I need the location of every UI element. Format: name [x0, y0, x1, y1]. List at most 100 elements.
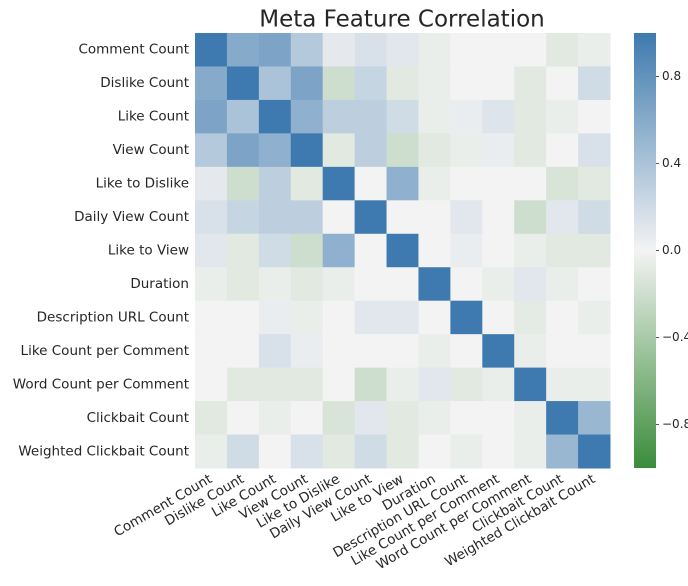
heatmap-cell	[354, 267, 388, 302]
chart-title: Meta Feature Correlation	[259, 7, 544, 33]
y-tick-label: Like to Dislike	[96, 176, 189, 192]
heatmap-cell	[258, 66, 292, 101]
heatmap-cell	[354, 33, 388, 67]
heatmap-cell	[450, 434, 483, 469]
heatmap-cell	[418, 434, 451, 469]
heatmap-cell	[386, 401, 419, 436]
heatmap-cell	[258, 200, 292, 235]
y-tick-label: Description URL Count	[37, 309, 189, 325]
heatmap-cell	[546, 401, 579, 436]
y-tick-label: Comment Count	[78, 42, 189, 58]
heatmap-cell	[546, 267, 579, 302]
heatmap-cell	[450, 99, 483, 134]
heatmap-cell	[386, 367, 419, 402]
heatmap-cell	[418, 300, 451, 335]
heatmap-cell	[578, 334, 611, 369]
heatmap-cell	[226, 401, 260, 436]
heatmap-cell	[195, 267, 228, 302]
heatmap-cell	[258, 233, 292, 268]
heatmap-cell	[195, 334, 228, 369]
heatmap-cell	[290, 200, 324, 235]
heatmap-cell	[514, 33, 547, 67]
heatmap-cell	[450, 367, 483, 402]
heatmap-cell	[258, 300, 292, 335]
colorbar-tick-label: 0.0	[662, 243, 681, 257]
heatmap-cell	[578, 99, 611, 134]
heatmap-cell	[386, 200, 419, 235]
heatmap-cell	[450, 33, 483, 67]
heatmap-cell	[450, 200, 483, 235]
heatmap-cell	[386, 166, 419, 201]
heatmap-cell	[322, 367, 356, 402]
heatmap-cell	[546, 99, 579, 134]
heatmap-cell	[195, 66, 228, 101]
heatmap-cell	[514, 434, 547, 469]
heatmap-cell	[226, 267, 260, 302]
heatmap-cell	[418, 233, 451, 268]
heatmap-cell	[514, 66, 547, 101]
heatmap-cell	[258, 166, 292, 201]
heatmap-cell	[195, 200, 228, 235]
heatmap-cell	[226, 166, 260, 201]
heatmap-cell	[418, 99, 451, 134]
heatmap-cell	[578, 166, 611, 201]
y-tick-label: Like Count	[118, 109, 189, 125]
y-tick-label: View Count	[113, 142, 189, 158]
heatmap-cell	[450, 401, 483, 436]
heatmap-cell	[386, 66, 419, 101]
heatmap-cell	[354, 66, 388, 101]
heatmap-cell	[514, 334, 547, 369]
heatmap-cell	[514, 99, 547, 134]
heatmap-cell	[482, 166, 515, 201]
heatmap-cell	[290, 166, 324, 201]
heatmap-cell	[354, 233, 388, 268]
heatmap-cell	[195, 166, 228, 201]
heatmap-cell	[322, 401, 356, 436]
heatmap-cell	[322, 267, 356, 302]
heatmap-cell	[578, 33, 611, 67]
heatmap-cell	[546, 334, 579, 369]
heatmap-cell	[195, 233, 228, 268]
heatmap-cell	[482, 334, 515, 369]
heatmap-cell	[482, 233, 515, 268]
heatmap-cell	[450, 233, 483, 268]
heatmap-cell	[354, 367, 388, 402]
heatmap-cell	[290, 133, 324, 168]
heatmap-cell	[450, 267, 483, 302]
heatmap-cell	[226, 233, 260, 268]
heatmap-cell	[514, 133, 547, 168]
y-tick-label: Weighted Clickbait Count	[18, 443, 189, 459]
heatmap-cell	[450, 66, 483, 101]
heatmap-cell	[195, 99, 228, 134]
heatmap-cell	[322, 133, 356, 168]
y-tick-label: Like to View	[108, 243, 189, 259]
heatmap-cell	[322, 233, 356, 268]
heatmap-cell	[195, 133, 228, 168]
heatmap-cell	[290, 334, 324, 369]
heatmap-cell	[546, 434, 579, 469]
heatmap-cell	[482, 401, 515, 436]
heatmap-cell	[195, 33, 228, 67]
heatmap-cell	[418, 133, 451, 168]
heatmap-cell	[514, 233, 547, 268]
heatmap-cell	[514, 401, 547, 436]
heatmap-cell	[418, 200, 451, 235]
heatmap-cell	[546, 33, 579, 67]
heatmap-cell	[354, 166, 388, 201]
heatmap-cell	[195, 434, 228, 469]
heatmap-cell	[450, 166, 483, 201]
y-tick-label: Word Count per Comment	[13, 376, 189, 392]
heatmap-cell	[386, 334, 419, 369]
heatmap-cell	[354, 133, 388, 168]
heatmap-cell	[226, 300, 260, 335]
heatmap-cell	[482, 200, 515, 235]
colorbar-tick-label: 0.8	[662, 69, 681, 83]
heatmap-cell	[290, 233, 324, 268]
heatmap-cell	[258, 99, 292, 134]
heatmap-cell	[546, 233, 579, 268]
heatmap-cell	[546, 367, 579, 402]
heatmap-cell	[258, 334, 292, 369]
heatmap-cell	[258, 33, 292, 67]
heatmap-cell	[418, 66, 451, 101]
heatmap-cell	[354, 300, 388, 335]
